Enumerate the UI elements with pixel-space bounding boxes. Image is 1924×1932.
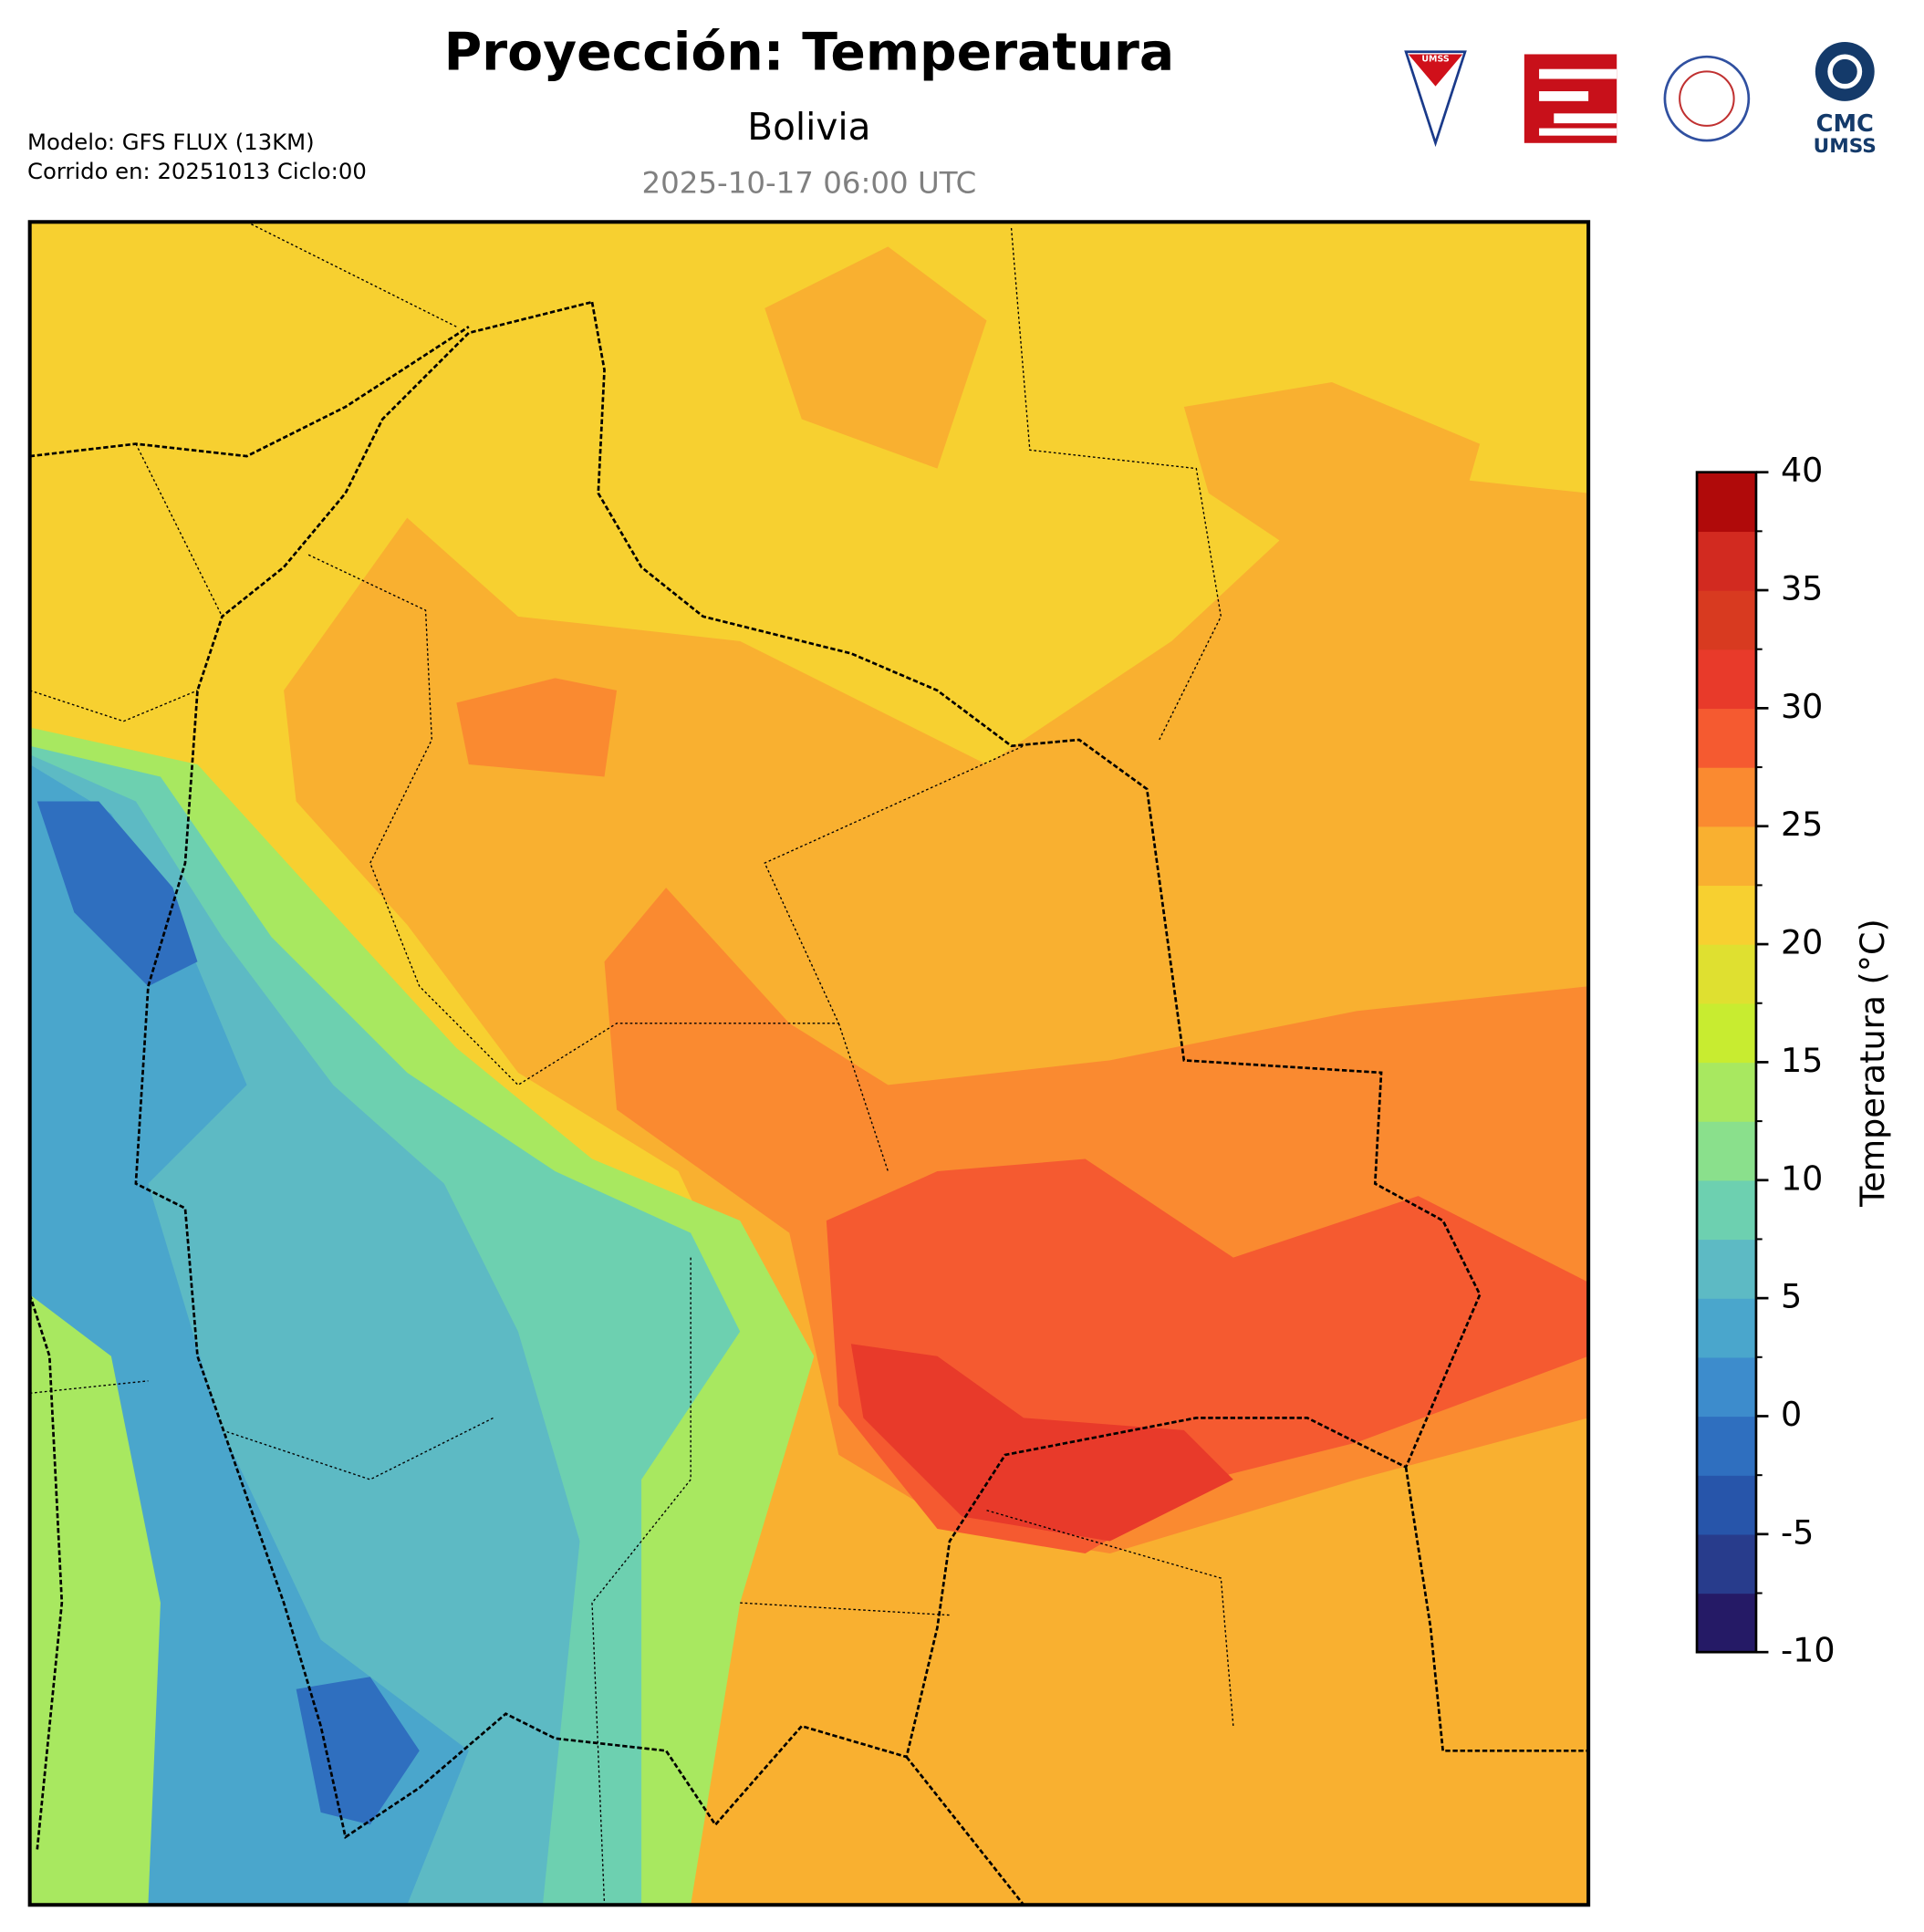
colorbar-tick-label: 5	[1781, 1277, 1802, 1316]
colorbar-tick-label: 30	[1781, 687, 1823, 726]
colorbar-band	[1697, 944, 1756, 1004]
colorbar-tick-label: 35	[1781, 569, 1823, 608]
valid-time: 2025-10-17 06:00 UTC	[642, 166, 977, 201]
logo-umss-shape	[1408, 54, 1463, 87]
colorbar-band	[1697, 708, 1756, 768]
logo-fisica-inner	[1679, 70, 1735, 127]
logo-cmc	[1815, 41, 1875, 101]
colorbar-band	[1697, 1593, 1756, 1653]
temp-field	[1183, 382, 1481, 543]
temp-field	[29, 1294, 161, 1906]
colorbar-tick-label: 20	[1781, 923, 1823, 962]
temp-field	[456, 678, 618, 777]
logo-umss-text: UMSS	[1421, 54, 1449, 64]
colorbar-band	[1697, 1356, 1756, 1418]
colorbar-tick-label: -10	[1781, 1631, 1836, 1670]
temp-field	[850, 1344, 1233, 1542]
colorbar-band	[1697, 1121, 1756, 1181]
logo-cmc-ring	[1827, 54, 1863, 89]
subtitle: Bolivia	[747, 105, 870, 149]
colorbar-band	[1697, 885, 1756, 945]
colorbar-band	[1697, 1475, 1756, 1535]
colorbar-band	[1697, 767, 1756, 827]
colorbar-band	[1697, 1533, 1756, 1594]
country-border	[29, 326, 1589, 1906]
colorbar-tick-label: 0	[1781, 1395, 1802, 1434]
colorbar-tick-label: 15	[1781, 1041, 1823, 1080]
colorbar-band	[1697, 1002, 1756, 1064]
run-text: Corrido en: 20251013 Ciclo:00	[27, 158, 367, 184]
temp-field	[36, 801, 198, 987]
title: Proyección: Temperatura	[444, 22, 1175, 82]
colorbar: -10 -5 0 5 10 15 20 25 30 35 40	[1695, 451, 1836, 1670]
colorbar-band	[1697, 1062, 1756, 1122]
logo-umss-text: UMSS	[1814, 135, 1877, 158]
colorbar-tick-label: -5	[1781, 1512, 1814, 1552]
colorbar-label: Temperatura (°C)	[1853, 919, 1892, 1208]
logo-umss	[1404, 50, 1467, 148]
colorbar-band	[1697, 1416, 1756, 1476]
temp-field	[764, 246, 987, 469]
colorbar-band	[1697, 826, 1756, 887]
colorbar-band	[1697, 1239, 1756, 1299]
logo-fisica	[1663, 55, 1751, 142]
logo-cmc-text: CMC	[1816, 110, 1874, 138]
colorbar-band	[1697, 649, 1756, 710]
logos: UMSS CMC UMSS	[1404, 41, 1877, 158]
province-border	[29, 222, 1234, 1906]
temp-field	[296, 1677, 420, 1825]
colorbar-band	[1697, 531, 1756, 591]
colorbar-band	[1697, 590, 1756, 650]
logo-fcyt	[1524, 54, 1617, 143]
map-frame	[27, 220, 1591, 1907]
colorbar-tick-label: 10	[1781, 1158, 1823, 1198]
colorbar-band	[1697, 1179, 1756, 1241]
model-text: Modelo: GFS FLUX (13KM)	[27, 129, 315, 155]
colorbar-band	[1697, 1298, 1756, 1358]
colorbar-tick-label: 25	[1781, 805, 1823, 844]
colorbar-tick-label: 40	[1781, 451, 1823, 490]
colorbar-band	[1697, 472, 1756, 533]
map	[29, 222, 1589, 1906]
